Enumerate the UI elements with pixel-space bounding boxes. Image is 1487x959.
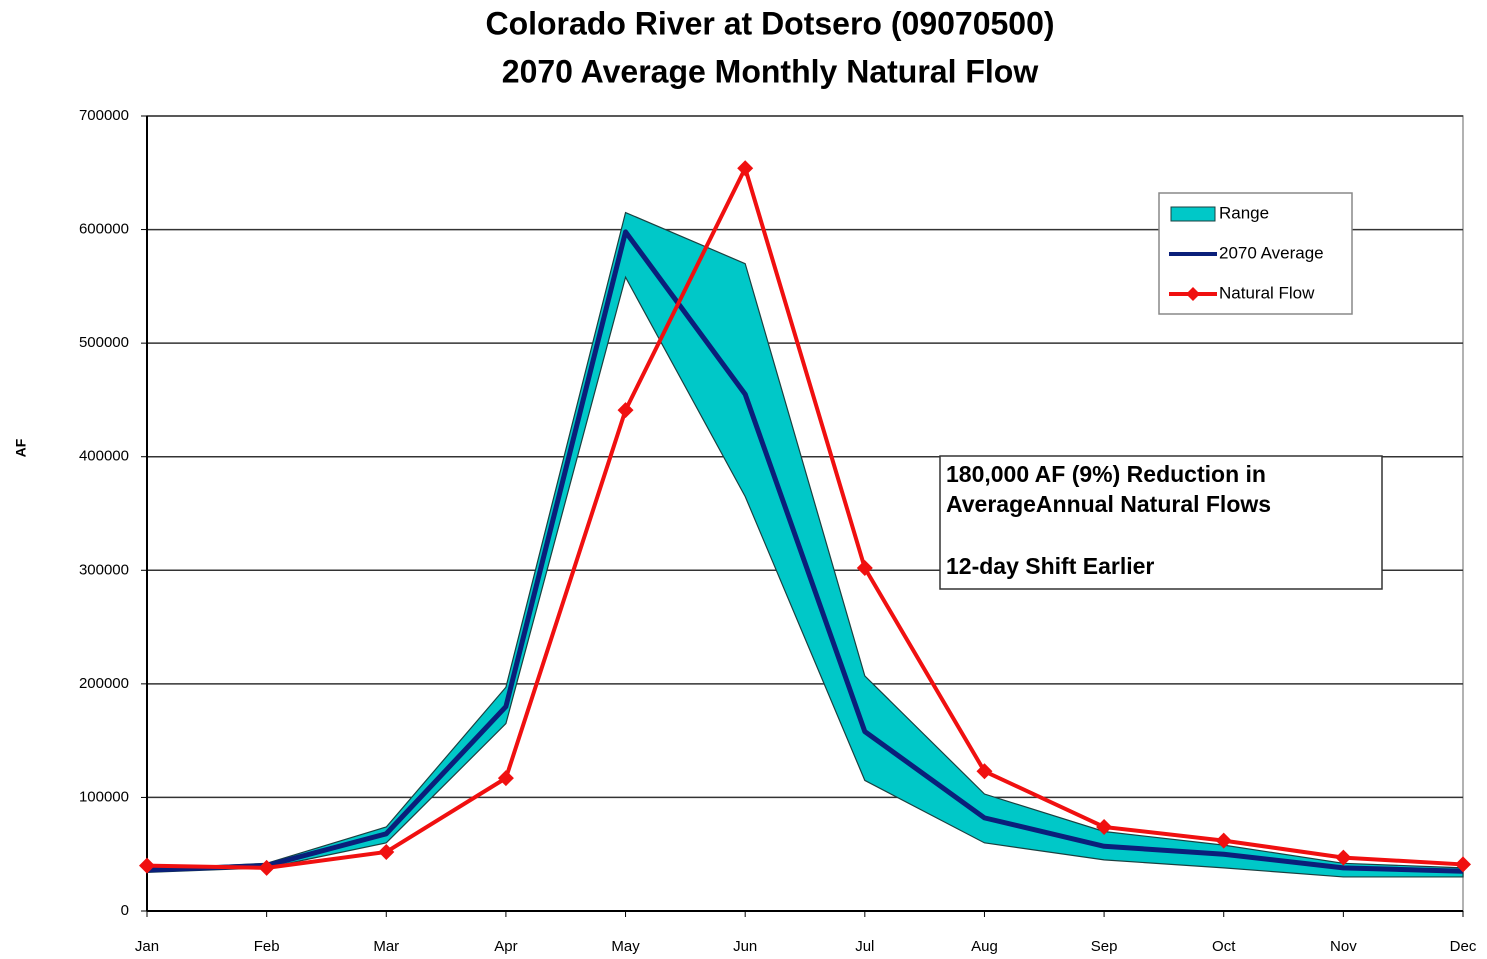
point-marker — [378, 843, 395, 860]
point-marker — [856, 560, 873, 577]
x-tick-label: Apr — [494, 938, 517, 955]
annotation-text: 180,000 AF (9%) Reduction in — [946, 461, 1266, 487]
x-tick-label: Jan — [135, 938, 159, 955]
legend-swatch — [1170, 206, 1216, 222]
x-tick-label: Jul — [855, 938, 874, 955]
x-tick-label: Mar — [373, 938, 399, 955]
y-tick-label: 500000 — [79, 334, 129, 351]
y-tick-label: 400000 — [79, 448, 129, 465]
x-tick-label: Oct — [1212, 938, 1236, 955]
y-tick-label: 200000 — [79, 675, 129, 692]
chart-title: Colorado River at Dotsero (09070500) — [485, 5, 1054, 41]
x-tick-label: Aug — [971, 938, 998, 955]
x-tick-label: May — [611, 938, 640, 955]
x-tick-label: Dec — [1450, 938, 1477, 955]
point-marker — [1455, 856, 1471, 873]
legend-label: Natural Flow — [1219, 283, 1315, 302]
point-marker — [617, 402, 634, 419]
point-marker — [1335, 849, 1352, 866]
x-tick-label: Feb — [254, 938, 280, 955]
x-tick-label: Jun — [733, 938, 757, 955]
range-band — [146, 211, 1464, 878]
y-tick-label: 600000 — [79, 221, 129, 238]
chart-subtitle: 2070 Average Monthly Natural Flow — [502, 53, 1039, 89]
y-tick-label: 100000 — [79, 788, 129, 805]
x-tick-label: Sep — [1091, 938, 1118, 955]
y-tick-label: 700000 — [79, 107, 129, 124]
legend-label: Range — [1219, 203, 1269, 222]
annotation-text: 12-day Shift Earlier — [946, 553, 1154, 579]
point-marker — [1215, 832, 1232, 849]
point-marker — [976, 763, 993, 780]
point-marker — [737, 160, 754, 177]
y-axis-label: AF — [13, 438, 29, 457]
annotation-text: AverageAnnual Natural Flows — [946, 491, 1271, 517]
annotation-box — [939, 455, 1383, 590]
series-line — [146, 229, 1464, 874]
legend-marker — [1186, 287, 1200, 301]
series-line — [146, 166, 1464, 870]
point-marker — [497, 770, 514, 787]
y-tick-label: 300000 — [79, 561, 129, 578]
point-marker — [258, 859, 275, 876]
x-tick-label: Nov — [1330, 938, 1357, 955]
y-tick-label: 0 — [121, 902, 129, 919]
point-marker — [139, 857, 155, 874]
point-marker — [1096, 818, 1113, 835]
legend-label: 2070 Average — [1219, 243, 1324, 262]
